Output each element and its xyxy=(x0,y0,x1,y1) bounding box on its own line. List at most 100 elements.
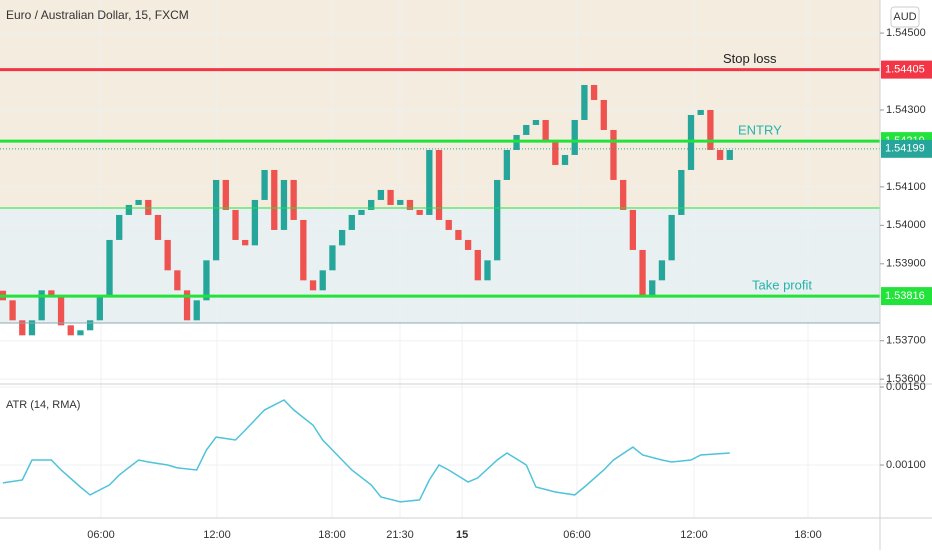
candle-body xyxy=(552,139,559,165)
candle-body xyxy=(96,295,103,321)
candle-body xyxy=(164,239,171,271)
level-name: ENTRY xyxy=(738,123,782,138)
price-label: 1.53816 xyxy=(885,290,925,302)
y-tick-label: 1.54300 xyxy=(886,104,926,116)
candle-body xyxy=(649,280,656,296)
candle-body xyxy=(455,229,462,240)
zones xyxy=(0,0,880,324)
marks xyxy=(0,68,880,503)
candle-body xyxy=(474,249,481,281)
candle-body xyxy=(600,99,607,130)
candle-body xyxy=(28,320,36,336)
candle-body xyxy=(135,199,142,205)
candle-body xyxy=(358,209,365,215)
candle-body xyxy=(416,209,423,215)
candle-body xyxy=(19,320,26,336)
candle-body xyxy=(271,169,278,230)
x-tick-label: 06:00 xyxy=(563,529,591,541)
candle-body xyxy=(697,109,704,115)
y-tick-label: 1.54100 xyxy=(886,181,926,193)
candle-body xyxy=(338,229,346,246)
candle-body xyxy=(406,199,414,210)
y-tick-label: 0.00100 xyxy=(886,459,926,471)
candle-body xyxy=(232,209,239,240)
candle-body xyxy=(707,109,714,150)
x-tick-label: 12:00 xyxy=(203,529,231,541)
candle-body xyxy=(726,149,733,160)
y-tick-label: 1.53900 xyxy=(886,258,926,270)
candle-body xyxy=(183,290,191,321)
y-tick-label: 1.53700 xyxy=(886,335,926,347)
x-tick-label: 21:30 xyxy=(386,529,414,541)
atr-line xyxy=(2,399,730,503)
candle-body xyxy=(590,84,598,100)
y-tick-label: 1.54000 xyxy=(886,219,926,231)
candle-body xyxy=(319,270,326,291)
x-tick-label: 18:00 xyxy=(794,529,822,541)
candle-body xyxy=(48,290,55,296)
candle-body xyxy=(309,280,317,291)
currency-button[interactable] xyxy=(890,6,920,28)
price-label-box xyxy=(881,60,932,79)
candle-body xyxy=(67,325,74,336)
candle-body xyxy=(280,179,288,230)
candle-body xyxy=(620,179,627,210)
price-label: 1.54199 xyxy=(885,143,925,155)
candle-body xyxy=(716,149,724,160)
candle-body xyxy=(368,199,375,210)
candle-body xyxy=(251,199,259,246)
candle-body xyxy=(532,119,540,125)
candle-body xyxy=(86,320,94,331)
candle-body xyxy=(261,169,268,200)
candle-body xyxy=(464,239,472,250)
y-tick-label: 0.00150 xyxy=(886,381,926,393)
candle-body xyxy=(542,119,549,140)
candle-body xyxy=(329,245,336,271)
x-tick-label: 18:00 xyxy=(318,529,346,541)
candle-body xyxy=(503,149,511,180)
y-tick-label: 1.54500 xyxy=(886,27,926,39)
candle-body xyxy=(193,300,200,321)
candle-body xyxy=(154,214,162,240)
candle-body xyxy=(174,270,181,291)
candle-body xyxy=(387,189,394,205)
indicator-title: ATR (14, RMA) xyxy=(6,399,80,411)
candle-body xyxy=(125,204,133,215)
candle-body xyxy=(290,179,297,220)
candle-body xyxy=(203,260,210,301)
chart-title: Euro / Australian Dollar, 15, FXCM xyxy=(6,8,189,22)
candle-body xyxy=(445,219,452,230)
candle-body xyxy=(668,214,675,261)
candle-body xyxy=(77,330,84,336)
x-tick-label: 15 xyxy=(456,529,468,541)
zone xyxy=(0,208,880,324)
candle-body xyxy=(242,239,249,246)
candle-body xyxy=(658,260,666,281)
candle-body xyxy=(435,149,443,220)
candle-body xyxy=(523,124,530,135)
axes: 06:00 12:00 18:00 21:30 15 06:00 12:00 18:00 1.5… xyxy=(87,27,932,541)
price-label: 1.54405 xyxy=(885,64,925,76)
candle-body xyxy=(9,300,16,321)
price-label-box xyxy=(881,287,932,306)
candle-body xyxy=(348,214,355,230)
candle-body xyxy=(106,239,113,296)
y-tick-label: 1.53600 xyxy=(886,373,926,385)
price-label-box xyxy=(881,139,932,158)
candle-body xyxy=(494,179,501,261)
candle-body xyxy=(678,169,685,215)
candle-body xyxy=(610,129,617,180)
candle-body xyxy=(426,149,433,215)
candle-body xyxy=(639,249,646,296)
x-tick-label: 06:00 xyxy=(87,529,115,541)
grid xyxy=(0,0,880,518)
candle-body xyxy=(484,260,491,281)
candle-body xyxy=(145,199,152,215)
candle-body xyxy=(571,119,578,155)
candle-body xyxy=(397,199,404,205)
candle-body xyxy=(212,179,220,261)
x-tick-label: 12:00 xyxy=(680,529,708,541)
level-name: Take profit xyxy=(752,278,812,293)
candle-body xyxy=(561,154,569,165)
